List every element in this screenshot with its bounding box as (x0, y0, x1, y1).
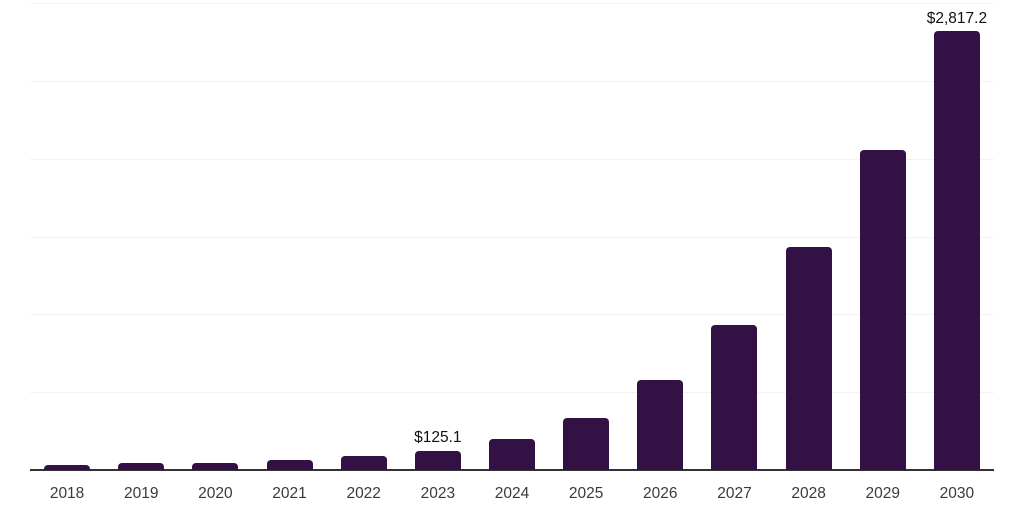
bar-2026 (637, 380, 684, 470)
x-tick-2022: 2022 (346, 485, 381, 502)
x-tick-2027: 2027 (717, 485, 752, 502)
bar-2023 (414, 450, 461, 470)
x-tick-2018: 2018 (49, 485, 85, 502)
data-label-2023: $125.1 (414, 429, 462, 447)
bar-2018 (44, 465, 91, 470)
x-tick-2021: 2021 (272, 485, 307, 502)
x-tick-2025: 2025 (568, 485, 604, 502)
gridline-3000 (30, 3, 994, 4)
gridline-1000 (30, 314, 994, 316)
data-label-2030: $2,817.2 (926, 9, 988, 27)
x-tick-2020: 2020 (198, 485, 233, 502)
x-tick-2029: 2029 (865, 485, 901, 502)
bar-2024 (489, 439, 535, 470)
x-tick-2028: 2028 (791, 485, 826, 502)
x-axis-line (30, 469, 994, 471)
bar-2027 (711, 325, 758, 470)
gridline-2000 (30, 158, 994, 160)
bar-2029 (859, 150, 906, 470)
bar-2021 (266, 460, 313, 470)
gridline-2500 (30, 80, 994, 82)
bar-2028 (785, 247, 832, 470)
bar-2020 (192, 463, 239, 470)
gridline-1500 (30, 236, 994, 238)
bar-2025 (563, 417, 610, 470)
bar-2019 (118, 462, 165, 470)
x-tick-2019: 2019 (123, 485, 159, 502)
x-axis: 2018 2019 2020 2021 2022 2023 2024 2025 2026 2027… (30, 481, 994, 505)
x-tick-2024: 2024 (494, 485, 530, 502)
x-tick-2030: 2030 (939, 485, 975, 502)
x-tick-2023: 2023 (420, 485, 456, 502)
plot-area: $125.1 $2,817.2 (30, 3, 994, 471)
bar-2022 (340, 456, 387, 470)
x-tick-2026: 2026 (643, 485, 678, 502)
bar-2030 (933, 31, 980, 470)
gridline-500 (30, 392, 994, 394)
